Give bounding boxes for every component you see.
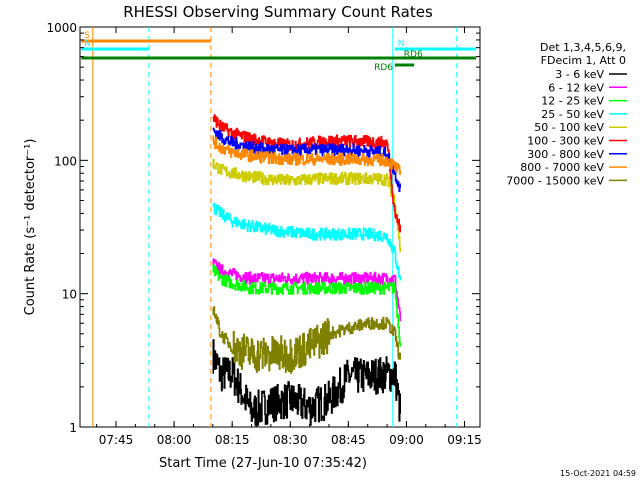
- legend-header-line-1: Det 1,3,4,5,6,9,: [540, 41, 626, 54]
- series-layer: [212, 114, 401, 427]
- legend-label-0: 3 - 6 keV: [555, 68, 604, 81]
- flag-label-1: N: [84, 39, 91, 49]
- flag-label-0: S: [84, 31, 90, 41]
- flag-label-5: RD6: [374, 63, 393, 73]
- legend-label-5: 100 - 300 keV: [527, 135, 604, 148]
- axes: 07:45 08:00 08:15 08:30 08:45 09:00 09:15 1 10 10…: [46, 21, 481, 447]
- legend-label-4: 50 - 100 keV: [534, 121, 604, 134]
- series-line-3: [212, 202, 401, 281]
- plot-frame: [79, 26, 481, 428]
- series-line-5: [212, 114, 401, 233]
- series-line-7: [212, 135, 401, 175]
- legend-label-3: 25 - 50 keV: [541, 108, 604, 121]
- series-line-4: [212, 158, 401, 253]
- series-line-2: [212, 264, 401, 347]
- legend-header-line-2: FDecim 1, Att 0: [541, 54, 626, 67]
- y-tick-label-3: 1000: [46, 21, 77, 35]
- series-line-8: [212, 306, 401, 374]
- y-axis-label: Count Rate (s⁻¹ detector⁻¹): [23, 139, 38, 316]
- x-tick-label-4: 08:45: [331, 433, 366, 447]
- legend-label-2: 12 - 25 keV: [541, 95, 604, 108]
- legend-label-7: 800 - 7000 keV: [520, 161, 604, 174]
- legend-label-1: 6 - 12 keV: [548, 81, 604, 94]
- vertical-markers: [92, 27, 458, 427]
- x-tick-label-3: 08:30: [273, 433, 308, 447]
- chart-title: RHESSI Observing Summary Count Rates: [123, 3, 433, 21]
- legend-label-6: 300 - 800 keV: [527, 148, 604, 161]
- y-tick-label-1: 10: [62, 288, 77, 302]
- x-tick-label-2: 08:15: [215, 433, 250, 447]
- x-tick-label-1: 08:00: [157, 433, 192, 447]
- x-tick-label-6: 09:15: [447, 433, 482, 447]
- legend: Det 1,3,4,5,6,9, FDecim 1, Att 0 3 - 6 k…: [506, 41, 627, 187]
- y-tick-label-0: 1: [69, 421, 77, 435]
- x-tick-label-5: 09:00: [389, 433, 424, 447]
- x-axis-label: Start Time (27-Jun-10 07:35:42): [159, 456, 367, 471]
- y-tick-label-2: 100: [54, 154, 77, 168]
- legend-label-8: 7000 - 15000 keV: [506, 174, 604, 187]
- series-line-0: [212, 339, 401, 427]
- flag-label-4: RD6: [404, 50, 423, 60]
- flag-label-2: N: [398, 39, 405, 49]
- date-stamp: 15-Oct-2021 04:59: [560, 469, 636, 478]
- x-tick-label-0: 07:45: [99, 433, 134, 447]
